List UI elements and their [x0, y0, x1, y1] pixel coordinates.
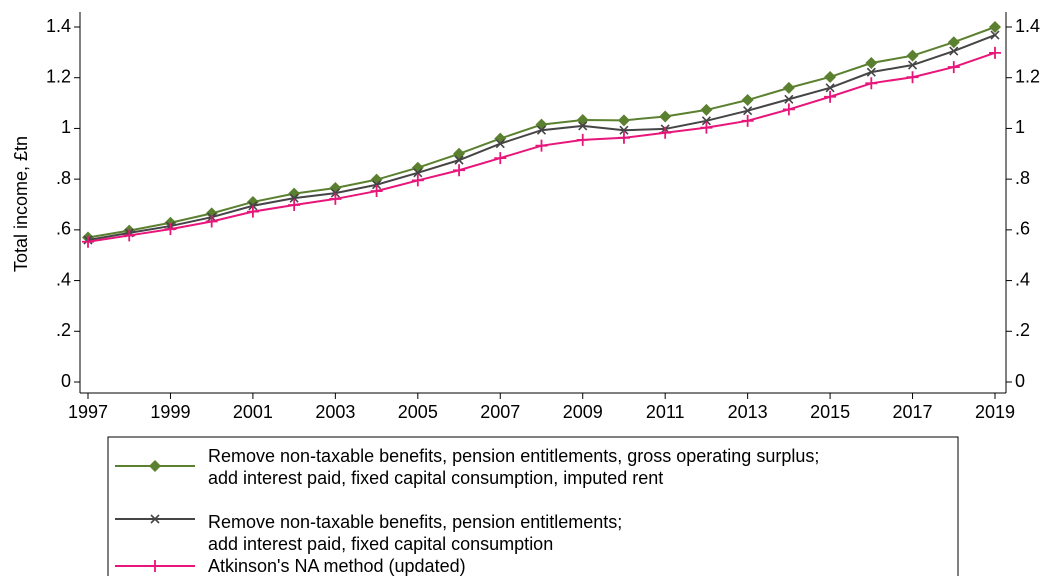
marker [413, 168, 423, 178]
marker [865, 77, 878, 90]
marker [372, 180, 382, 190]
marker [150, 514, 160, 524]
marker [947, 61, 960, 74]
series-line [87, 26, 996, 239]
x-tick-label: 2019 [975, 402, 1015, 422]
marker [535, 139, 548, 152]
marker [576, 114, 589, 127]
y-tick-label: 1 [61, 117, 71, 137]
marker [784, 94, 794, 104]
x-tick-label: 2013 [728, 402, 768, 422]
marker [824, 90, 837, 103]
x-tick-label: 2009 [563, 402, 603, 422]
marker [866, 67, 876, 77]
marker [246, 205, 259, 218]
x-tick-label: 2007 [480, 402, 520, 422]
legend-label: Atkinson's NA method (updated) [208, 556, 466, 576]
marker [288, 187, 301, 200]
y2-tick-label: .6 [1015, 219, 1030, 239]
marker [700, 103, 713, 116]
marker [906, 49, 919, 62]
y2-tick-label: 1 [1015, 117, 1025, 137]
marker [659, 110, 672, 123]
marker [123, 229, 136, 242]
marker [495, 139, 505, 149]
x-tick-label: 2005 [398, 402, 438, 422]
marker [149, 460, 161, 472]
marker [82, 235, 94, 248]
y2-tick-label: .2 [1015, 320, 1030, 340]
marker [289, 193, 299, 203]
marker [865, 57, 878, 70]
y-tick-label: 1.2 [46, 66, 71, 86]
marker [947, 36, 960, 49]
y-tick-label: .2 [56, 320, 71, 340]
marker [741, 114, 754, 127]
legend-label: Remove non-taxable benefits, pension ent… [208, 446, 820, 488]
marker [701, 116, 711, 126]
marker [989, 21, 1001, 33]
marker [149, 560, 161, 572]
marker [536, 125, 547, 135]
marker [494, 152, 507, 165]
legend-label: Remove non-taxable benefits, pension ent… [208, 512, 623, 554]
marker [329, 192, 342, 205]
marker [164, 223, 177, 236]
marker [741, 94, 754, 107]
y2-tick-label: 0 [1015, 371, 1025, 391]
marker [617, 131, 630, 144]
marker [782, 103, 795, 116]
y-tick-label: .6 [56, 219, 71, 239]
marker [659, 126, 672, 139]
y2-tick-label: 1.4 [1015, 16, 1040, 36]
marker [990, 30, 1000, 40]
marker [576, 133, 589, 146]
x-tick-label: 2011 [646, 402, 685, 422]
y-tick-label: .4 [56, 269, 71, 289]
y2-tick-label: .4 [1015, 269, 1030, 289]
marker [578, 121, 588, 131]
y-axis-label: Total income, £tn [11, 136, 31, 272]
marker [949, 46, 959, 56]
x-tick-label: 2015 [810, 402, 850, 422]
y-tick-label: 0 [61, 371, 71, 391]
marker [617, 114, 630, 127]
marker [370, 185, 383, 198]
marker [825, 83, 835, 93]
marker [782, 81, 795, 94]
marker [619, 125, 629, 135]
marker [454, 155, 464, 165]
marker [453, 164, 466, 177]
legend-box [107, 436, 959, 576]
x-tick-label: 2003 [315, 402, 355, 422]
y-tick-label: 1.4 [46, 16, 71, 36]
marker [411, 174, 424, 187]
marker [907, 60, 918, 70]
y-tick-label: .8 [56, 168, 71, 188]
marker [205, 215, 218, 228]
marker [288, 199, 301, 212]
y2-tick-label: .8 [1015, 168, 1030, 188]
y2-tick-label: 1.2 [1015, 66, 1040, 86]
marker [824, 70, 837, 83]
marker [906, 71, 919, 84]
x-tick-label: 2017 [893, 402, 933, 422]
marker [989, 46, 1001, 59]
x-tick-label: 1997 [68, 402, 108, 422]
marker [743, 106, 753, 116]
x-tick-label: 1999 [150, 402, 190, 422]
marker [700, 121, 713, 134]
x-tick-label: 2001 [233, 402, 273, 422]
